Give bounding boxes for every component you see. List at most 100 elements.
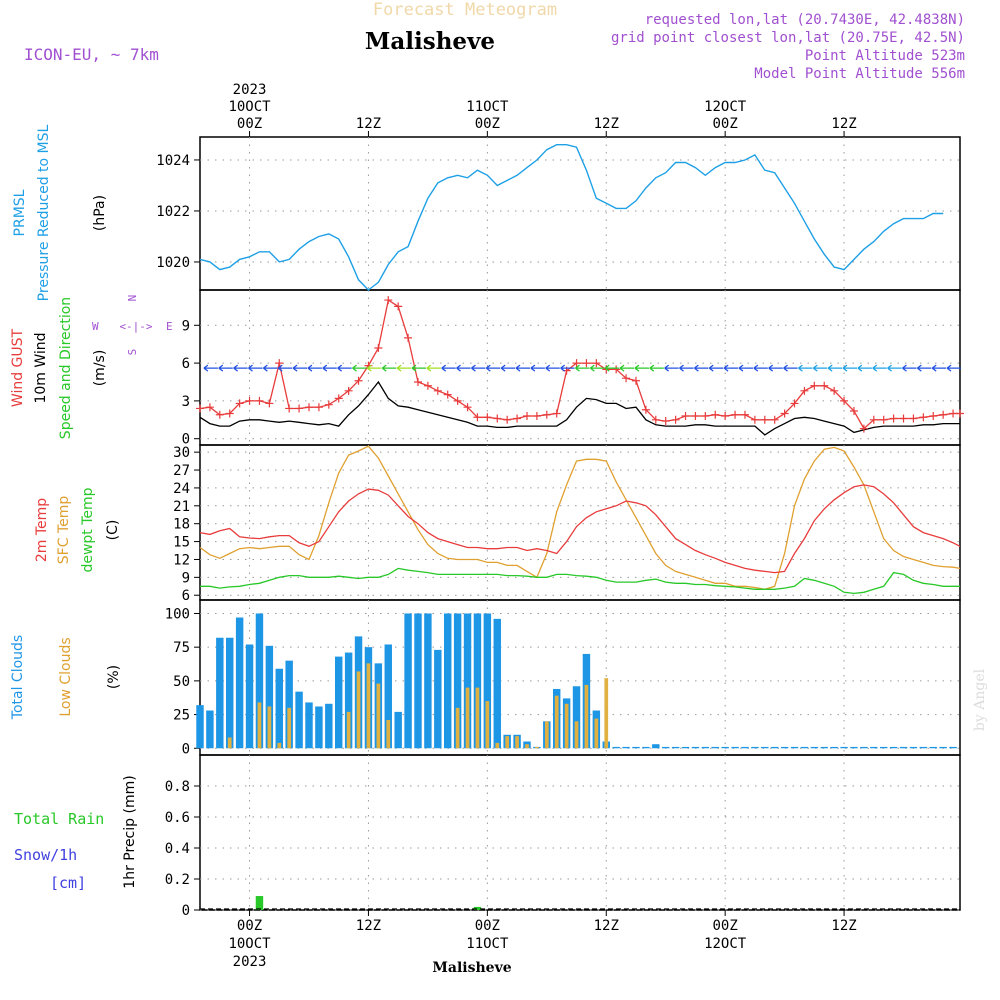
bar-total-cloud bbox=[622, 746, 630, 749]
bar-low-cloud bbox=[544, 721, 549, 749]
wind-direction-arrow bbox=[738, 364, 753, 372]
temp-dew-label: dewpt Temp bbox=[80, 487, 96, 572]
bar-total-cloud bbox=[196, 705, 204, 749]
bar-low-cloud bbox=[287, 707, 292, 749]
gust-marker bbox=[285, 404, 294, 413]
gust-marker bbox=[196, 404, 204, 413]
compass-rose: N S W E <-|-> bbox=[92, 295, 173, 356]
bar-low-cloud bbox=[535, 746, 539, 749]
y-tick-label: 0.4 bbox=[165, 841, 190, 857]
wind-direction-arrow bbox=[872, 364, 887, 372]
wind-unit: (m/s) bbox=[92, 350, 108, 387]
bar-total-cloud bbox=[275, 668, 283, 749]
point-altitude: Point Altitude 523m bbox=[805, 48, 965, 64]
wind-direction-arrow bbox=[679, 364, 694, 372]
gust-marker bbox=[433, 386, 442, 395]
model-altitude: Model Point Altitude 556m bbox=[754, 66, 965, 82]
gust-marker bbox=[800, 386, 809, 395]
time-label-top: 00Z bbox=[237, 116, 262, 132]
bar-total-cloud bbox=[830, 746, 838, 749]
gust-marker bbox=[354, 376, 363, 385]
wind-direction-arrow bbox=[471, 364, 486, 372]
wind-direction-arrow bbox=[337, 364, 352, 372]
bar-total-cloud bbox=[335, 656, 343, 749]
bar-low-cloud bbox=[505, 736, 510, 749]
gust-marker bbox=[572, 359, 581, 368]
gust-marker bbox=[542, 410, 551, 419]
gust-marker bbox=[889, 414, 898, 423]
compass-e: E bbox=[166, 320, 173, 333]
y-tick-label: 0.2 bbox=[165, 872, 190, 888]
y-tick-label: 9 bbox=[182, 570, 190, 586]
wind-direction-arrow bbox=[456, 364, 471, 372]
gust-marker bbox=[473, 413, 482, 422]
wind-direction-arrow bbox=[307, 364, 322, 372]
requested-coords: requested lon,lat (20.7430E, 42.4838N) bbox=[645, 12, 965, 28]
bar-total-cloud bbox=[463, 613, 472, 749]
bar-total-cloud bbox=[473, 613, 482, 749]
wind-dir-label: Speed and Direction bbox=[58, 297, 74, 439]
gust-marker bbox=[731, 410, 740, 419]
bar-total-cloud bbox=[414, 613, 422, 749]
gust-marker bbox=[592, 359, 601, 368]
bar-total-cloud bbox=[721, 746, 729, 749]
wind-direction-arrow bbox=[545, 364, 560, 372]
wind-direction-arrow bbox=[694, 364, 709, 372]
wind-direction-arrow bbox=[367, 364, 382, 372]
time-label-bottom: 11OCT bbox=[466, 936, 509, 952]
gust-marker bbox=[879, 415, 888, 424]
gust-marker bbox=[423, 381, 432, 390]
precip-snow-label: Snow/1h bbox=[14, 846, 77, 864]
series-10m-wind bbox=[199, 380, 960, 436]
bar-total-cloud bbox=[493, 618, 501, 749]
wind-direction-arrow bbox=[619, 364, 635, 372]
y-tick-label: 27 bbox=[173, 463, 190, 479]
bar-low-cloud bbox=[495, 742, 500, 749]
cloud-low-label: Low Clouds bbox=[58, 637, 74, 716]
temp-unit: (C) bbox=[105, 520, 121, 541]
wind-direction-arrow bbox=[322, 364, 337, 372]
pressure-unit: (hPa) bbox=[92, 195, 108, 231]
gust-marker bbox=[622, 374, 631, 383]
bar-total-cloud bbox=[780, 746, 789, 749]
wind-gust-label: Wind GUST bbox=[10, 328, 26, 407]
series-sfc-temp bbox=[199, 445, 961, 590]
y-tick-label: 6 bbox=[182, 356, 190, 372]
gust-marker bbox=[631, 376, 640, 385]
bar-total-cloud bbox=[305, 702, 313, 749]
bar-total-cloud bbox=[394, 711, 402, 749]
bar-total-cloud bbox=[770, 746, 779, 749]
wind-direction-arrow bbox=[708, 364, 724, 372]
gust-marker bbox=[849, 406, 858, 415]
time-label-top: 12Z bbox=[594, 116, 619, 132]
gust-marker bbox=[463, 403, 472, 412]
y-tick-label: 3 bbox=[182, 394, 190, 410]
bar-total-cloud bbox=[255, 613, 264, 749]
gridpoint-coords: grid point closest lon,lat (20.75E, 42.5… bbox=[611, 30, 965, 46]
wind-direction-arrow bbox=[203, 364, 218, 372]
bar-low-cloud bbox=[465, 687, 470, 749]
gust-marker bbox=[314, 403, 323, 412]
wind-direction-arrow bbox=[248, 364, 263, 372]
gust-marker bbox=[582, 359, 591, 368]
bar-total-cloud bbox=[681, 746, 690, 749]
bar-total-cloud bbox=[424, 613, 432, 749]
prmsl-desc-label: Pressure Reduced to MSL bbox=[36, 124, 52, 301]
gust-marker bbox=[324, 400, 333, 409]
wind-direction-arrow bbox=[634, 364, 649, 372]
bar-total-cloud bbox=[889, 746, 898, 749]
gust-marker bbox=[374, 343, 383, 352]
gust-marker bbox=[513, 414, 522, 423]
bar-low-cloud bbox=[366, 663, 371, 749]
y-tick-label: 30 bbox=[173, 445, 190, 461]
bar-low-cloud bbox=[564, 703, 569, 749]
wind-direction-arrow bbox=[827, 364, 843, 372]
gust-marker bbox=[275, 359, 284, 368]
time-label-top: 12OCT bbox=[704, 99, 747, 115]
bar-low-cloud bbox=[267, 706, 272, 749]
gust-marker bbox=[770, 415, 779, 424]
wind-direction-arrow bbox=[500, 364, 516, 372]
footer-station: Malisheve bbox=[432, 960, 511, 976]
wind-direction-arrow bbox=[916, 364, 932, 372]
bar-low-cloud bbox=[485, 701, 490, 749]
